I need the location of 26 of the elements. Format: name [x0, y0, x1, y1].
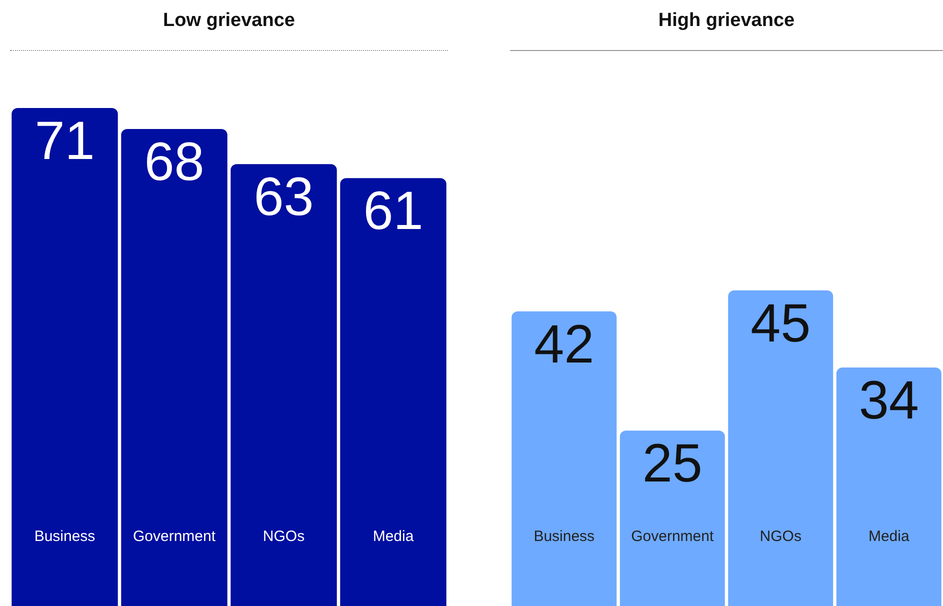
- x-tick-label: Media: [868, 528, 910, 545]
- data-label: 42: [534, 314, 594, 374]
- bar: [728, 290, 834, 606]
- bar: [512, 311, 617, 606]
- bar: [230, 164, 337, 606]
- data-label: 61: [363, 181, 424, 242]
- data-label: 45: [750, 293, 811, 354]
- data-label: 34: [858, 370, 919, 431]
- x-tick-label: NGOs: [262, 528, 305, 545]
- bar: [836, 368, 942, 606]
- bar: [340, 178, 446, 606]
- bar: [12, 108, 118, 606]
- data-label: 25: [642, 434, 702, 494]
- chart-title: High grievance: [658, 10, 795, 31]
- data-label: 71: [34, 111, 95, 171]
- data-label: 63: [254, 167, 314, 228]
- x-tick-label: Business: [34, 528, 96, 545]
- bar: [121, 129, 228, 606]
- x-tick-label: Government: [132, 528, 216, 545]
- x-tick-label: Government: [631, 528, 714, 545]
- x-tick-label: NGOs: [760, 528, 802, 545]
- bar: [620, 430, 725, 606]
- chart-title: Low grievance: [163, 10, 295, 31]
- data-label: 68: [144, 132, 204, 192]
- x-tick-label: Business: [534, 528, 595, 545]
- x-tick-label: Media: [372, 528, 414, 545]
